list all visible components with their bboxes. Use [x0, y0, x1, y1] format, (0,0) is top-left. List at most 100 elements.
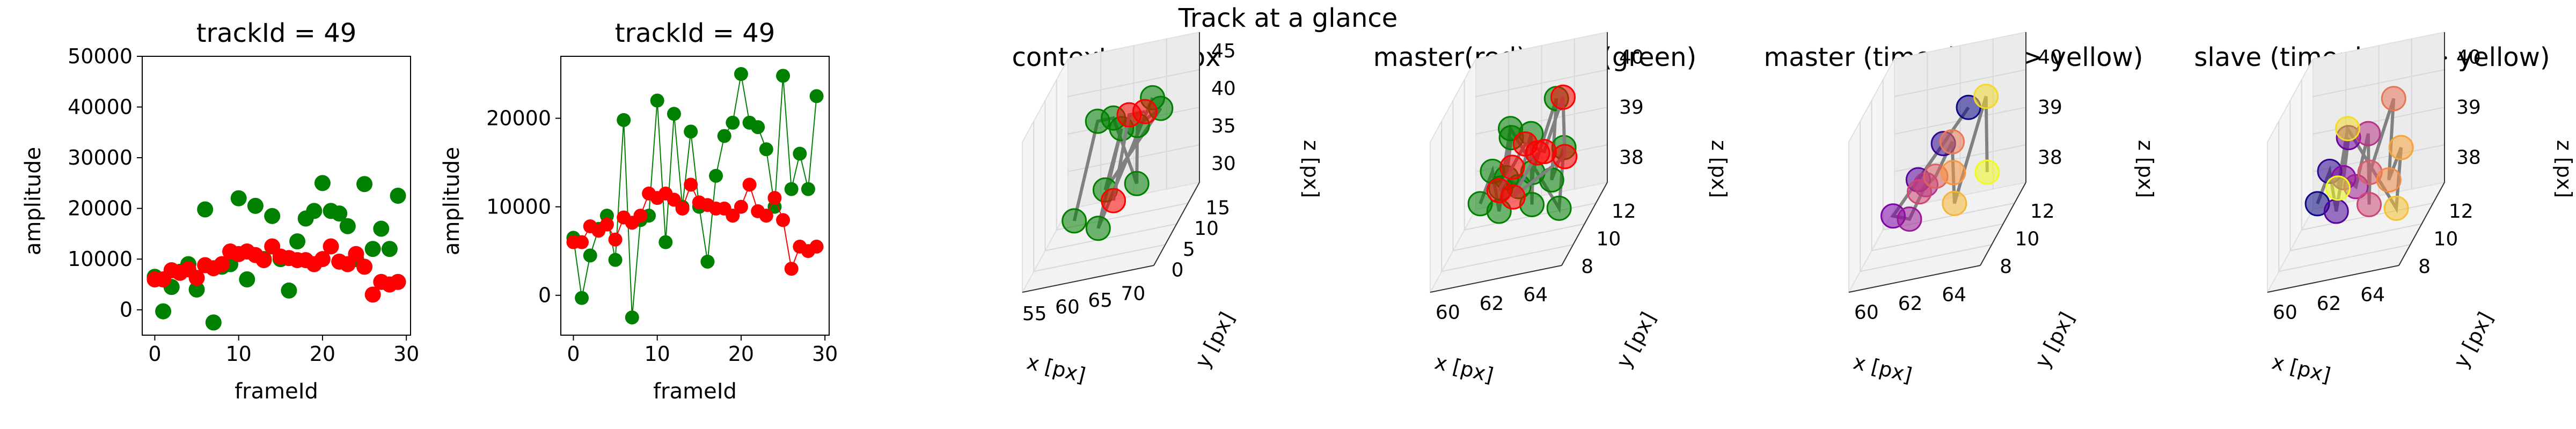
data-point-green	[289, 233, 306, 250]
y-tick-label: 10	[2015, 228, 2040, 250]
chart-title: trackId = 49	[196, 18, 357, 48]
data-point-green	[625, 310, 639, 324]
data-point-green	[314, 175, 331, 191]
data-point-red	[364, 286, 381, 303]
data-point-red	[608, 232, 623, 247]
data-point-green	[188, 281, 205, 298]
data-point-3d	[2381, 86, 2406, 112]
x-axis-line	[1022, 265, 1154, 293]
grid-line	[1034, 244, 1166, 272]
data-point-green	[608, 253, 623, 267]
data-point-3d	[1132, 99, 1158, 124]
y-axis-label: amplitude	[440, 147, 464, 255]
z-tick-label: 39	[2456, 97, 2481, 119]
figure-suptitle: Track at a glance	[1178, 3, 1398, 33]
data-point-green	[650, 93, 664, 108]
z-tick-label: 45	[1211, 40, 1236, 62]
data-point-3d	[2335, 116, 2360, 142]
chart-panel-3d-slave-time: slave (time: blue -> yellow) x [px] y [p…	[2194, 31, 2576, 387]
data-point-green	[339, 218, 356, 234]
data-point-green	[239, 271, 255, 287]
z-tick-label: 38	[2456, 146, 2481, 168]
data-point-green	[776, 69, 791, 83]
y-tick-label: 20000	[486, 107, 551, 130]
y-tick-label: 12	[2449, 201, 2473, 223]
data-point-3d	[1973, 84, 1999, 109]
x-tick-label: 20	[310, 342, 335, 366]
y-tick-label: 10000	[486, 195, 551, 219]
z-tick-label: 38	[1619, 146, 1644, 168]
data-point-red	[633, 209, 648, 223]
data-point-green	[373, 220, 390, 237]
data-point-red	[809, 239, 824, 254]
data-point-3d	[1552, 144, 1578, 169]
data-point-green	[700, 254, 715, 269]
grid-line	[2290, 223, 2422, 252]
y-tick-label: 8	[2000, 256, 2012, 278]
grid-line	[1453, 223, 1585, 252]
y-tick-label: 12	[1612, 201, 1636, 223]
y-tick-label: 10	[1597, 228, 1621, 250]
data-point-red	[667, 193, 681, 207]
z-tick-label: 35	[1211, 115, 1236, 137]
y-axis-label: amplitude	[21, 147, 46, 255]
y-axis-line	[1980, 182, 2026, 266]
data-point-3d	[1499, 154, 1525, 180]
y-axis-label: y [px]	[2449, 308, 2498, 372]
y-tick-label: 12	[2030, 201, 2055, 223]
y-axis-line	[1561, 182, 1608, 266]
data-point-3d	[1942, 190, 1967, 216]
grid-line	[1045, 223, 1177, 252]
data-point-green	[717, 129, 731, 143]
grid-line	[1441, 244, 1574, 272]
data-point-green	[364, 241, 381, 257]
data-point-3d	[2383, 195, 2409, 221]
grid-line	[1475, 107, 1608, 135]
data-point-3d	[1550, 84, 1576, 110]
data-point-3d	[1498, 116, 1523, 142]
x-tick-label: 20	[728, 342, 754, 366]
x-tick-label: 60	[1854, 302, 1879, 324]
chart-title: trackId = 49	[615, 18, 775, 48]
y-tick-label: 40000	[68, 95, 133, 119]
data-point-red	[726, 209, 740, 223]
grid-line	[2279, 244, 2411, 272]
grid-line	[1067, 69, 1200, 97]
data-point-3d	[2355, 121, 2381, 146]
data-point-3d	[1907, 179, 1932, 205]
data-point-3d	[1525, 140, 1550, 166]
data-point-green	[709, 168, 723, 183]
y-axis-label: y [px]	[1612, 308, 1660, 372]
grid-line	[2312, 107, 2445, 135]
chart-panel-3d-context: context +- 10px x [px] y [px] z [px] 556…	[1012, 31, 1323, 387]
data-point-red	[742, 177, 757, 192]
y-tick-label: 0	[120, 298, 133, 322]
y-tick-label: 15	[1205, 197, 1230, 219]
data-point-red	[767, 191, 782, 205]
data-point-green	[751, 120, 765, 135]
z-tick-label: 40	[1619, 47, 1644, 69]
data-point-3d	[1940, 129, 1965, 154]
x-tick-label: 62	[2317, 293, 2341, 315]
series-line-green	[573, 73, 817, 318]
x-tick-label: 60	[2273, 302, 2297, 324]
x-tick-label: 30	[393, 342, 419, 366]
data-point-green	[205, 314, 222, 331]
data-point-red	[599, 217, 614, 232]
chart-panel-1: trackId = 49 frameId amplitude 0 10 20 30 0 1…	[21, 18, 419, 404]
z-tick-label: 40	[2038, 47, 2062, 69]
data-point-3d	[2323, 198, 2349, 224]
data-point-green	[381, 241, 398, 257]
data-point-3d	[1546, 195, 1572, 221]
data-point-red	[390, 273, 406, 290]
data-point-red	[188, 270, 205, 286]
data-point-red	[675, 201, 690, 216]
x-tick-label: 62	[1898, 293, 1923, 315]
data-point-green	[390, 188, 406, 204]
data-point-green	[734, 67, 748, 82]
x-tick-label: 10	[226, 342, 252, 366]
y-axis-label: y [px]	[1190, 308, 1239, 372]
data-point-green	[247, 197, 264, 214]
data-point-green	[575, 291, 589, 305]
x-tick-label: 64	[1942, 284, 1966, 306]
